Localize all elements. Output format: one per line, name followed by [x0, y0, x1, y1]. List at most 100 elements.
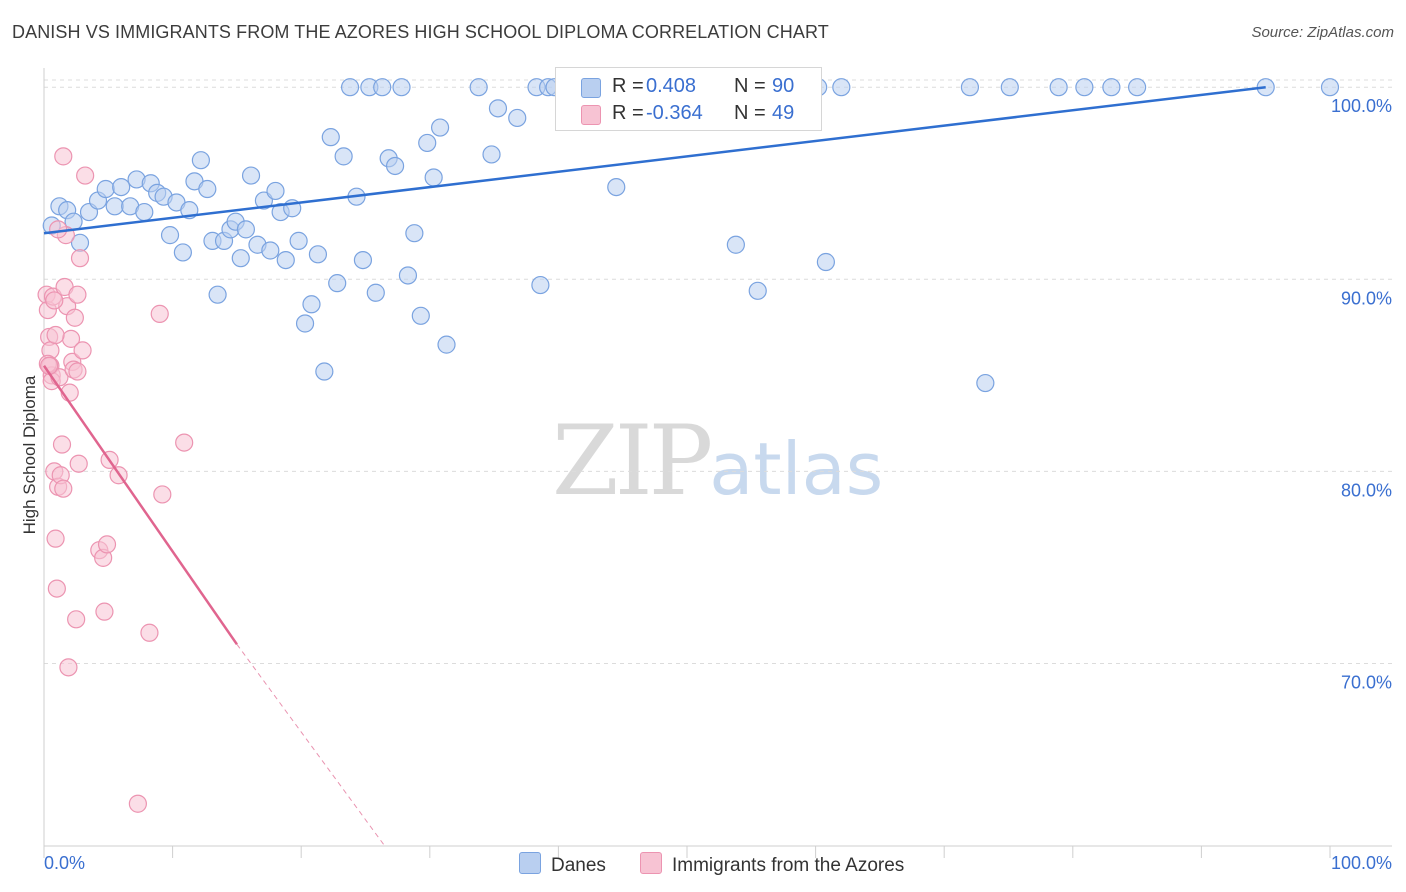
- danes-point: [373, 78, 392, 97]
- y-tick-label: 100.0%: [1331, 96, 1392, 116]
- gridlines: [44, 79, 1392, 665]
- azores-point: [128, 794, 147, 813]
- danes-point: [340, 78, 360, 97]
- watermark-zip: ZIP: [552, 405, 713, 517]
- y-tick-label: 70.0%: [1341, 673, 1392, 693]
- y-tick-label: 90.0%: [1341, 288, 1392, 308]
- chart-source: Source: ZipAtlas.com: [1251, 24, 1394, 41]
- danes-point: [392, 78, 411, 97]
- danes-point: [437, 335, 456, 354]
- danes-point: [353, 250, 373, 270]
- danes-point: [832, 78, 851, 97]
- danes-point: [328, 274, 347, 293]
- danes-point: [976, 373, 995, 393]
- azores-point: [70, 249, 90, 268]
- legend-item-danes: Danes: [519, 852, 606, 877]
- danes-point: [276, 250, 295, 270]
- azores-point: [46, 529, 65, 548]
- danes-point: [236, 220, 256, 239]
- danes-point: [482, 145, 501, 164]
- azores-legend-swatch: [640, 852, 662, 874]
- azores-point: [49, 220, 68, 239]
- azores-swatch: [581, 105, 601, 125]
- danes-point: [411, 306, 430, 325]
- azores-point: [140, 623, 159, 642]
- danes-point: [334, 147, 353, 166]
- danes-point: [1102, 78, 1121, 97]
- danes-point: [261, 241, 280, 260]
- legend-r-label: R =: [612, 75, 644, 97]
- azores-points: [37, 147, 194, 813]
- danes-point: [418, 133, 437, 153]
- azores-point: [95, 602, 114, 621]
- danes-point: [607, 178, 626, 197]
- danes-point: [321, 128, 340, 147]
- danes-point: [531, 275, 550, 295]
- danes-point: [105, 197, 124, 216]
- danes-trend-line: [43, 85, 1266, 235]
- azores-point: [59, 658, 78, 677]
- azores-point: [150, 304, 169, 323]
- trend-lines: [42, 85, 1266, 847]
- danes-point: [385, 156, 405, 176]
- azores-point: [46, 325, 65, 345]
- danes-point: [241, 166, 261, 185]
- danes-point: [398, 266, 418, 285]
- danes-point: [816, 252, 835, 272]
- danes-point: [1127, 78, 1147, 97]
- watermark-atlas: atlas: [709, 427, 884, 511]
- danes-point: [315, 362, 334, 381]
- danes-point: [266, 181, 285, 201]
- danes-point: [424, 168, 443, 187]
- azores-point: [69, 454, 88, 473]
- danes-point: [430, 118, 450, 137]
- danes-point: [1320, 78, 1340, 97]
- legend-n-value: 90: [772, 75, 795, 97]
- danes-point: [208, 285, 227, 304]
- legend-item-azores: Immigrants from the Azores: [640, 852, 904, 877]
- danes-legend-label: Danes: [551, 855, 606, 876]
- danes-point: [1075, 78, 1094, 97]
- azores-point: [52, 435, 72, 454]
- legend-n-value: 49: [772, 102, 795, 124]
- x-tick-label: 0.0%: [44, 853, 85, 873]
- danes-point: [135, 202, 154, 222]
- danes-point: [308, 245, 328, 264]
- danes-point: [289, 231, 308, 250]
- danes-swatch: [581, 78, 601, 98]
- y-axis-label: High School Diploma: [20, 375, 39, 535]
- x-tick-label: 100.0%: [1331, 853, 1392, 873]
- danes-point: [960, 78, 980, 97]
- danes-point: [198, 179, 217, 199]
- danes-point: [302, 295, 321, 314]
- azores-point: [97, 535, 117, 554]
- danes-point: [173, 243, 192, 262]
- danes-point: [1049, 78, 1068, 97]
- azores-trend-extension: [236, 644, 386, 847]
- azores-trend-line: [42, 365, 238, 646]
- azores-point: [47, 579, 66, 598]
- danes-point: [405, 224, 424, 243]
- azores-point: [73, 341, 92, 360]
- azores-point: [175, 433, 194, 452]
- watermark: ZIPatlas: [552, 405, 883, 517]
- azores-point: [67, 610, 86, 629]
- danes-point: [231, 249, 250, 268]
- legend-r-value: -0.364: [646, 102, 703, 124]
- danes-legend-swatch: [519, 852, 541, 874]
- azores-point: [68, 362, 87, 381]
- legend-n-label: N =: [734, 75, 766, 97]
- azores-point: [65, 308, 84, 327]
- azores-point: [68, 285, 87, 304]
- axes: [43, 68, 1392, 858]
- danes-point: [160, 226, 180, 245]
- legend-n-label: N =: [734, 102, 766, 124]
- azores-legend-label: Immigrants from the Azores: [672, 855, 905, 876]
- azores-point: [76, 166, 95, 185]
- azores-point: [153, 485, 172, 504]
- danes-point: [726, 235, 745, 254]
- danes-point: [295, 314, 315, 333]
- legend-r-value: 0.408: [646, 75, 697, 97]
- danes-point: [112, 178, 131, 197]
